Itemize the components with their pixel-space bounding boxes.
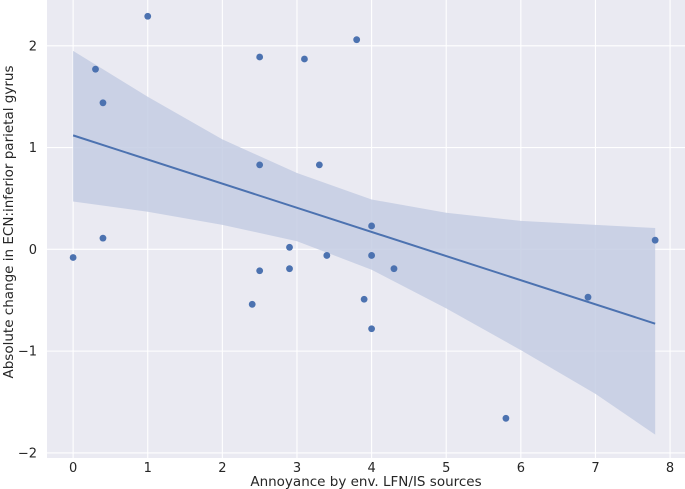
x-tick-label: 7 [591,461,599,476]
data-point [353,36,361,44]
y-tick-label: 1 [29,141,37,156]
y-axis-label: Absolute change in ECN:inferior parietal… [1,66,17,379]
x-tick-label: 4 [367,461,375,476]
data-point [368,222,375,230]
x-tick-label: 1 [144,461,152,476]
data-points [69,12,659,422]
x-tick-label: 0 [69,461,77,476]
regression-line-group [72,134,656,325]
data-point [360,295,368,303]
data-point [368,325,375,333]
data-point [144,12,152,20]
data-point [92,65,99,73]
x-tick-label: 6 [517,461,525,476]
regression-line [72,134,656,325]
x-tick-label: 5 [442,461,450,476]
x-tick-label: 8 [666,461,674,476]
data-point [99,234,107,242]
data-point [301,55,308,63]
data-point [256,161,264,169]
x-axis-label: Annoyance by env. LFN/IS sources [250,474,481,489]
data-point [315,161,323,169]
data-point [256,53,264,61]
data-point [651,236,659,244]
data-point [286,265,293,273]
y-tick-label: −2 [18,446,37,461]
confidence-band-group [73,50,656,435]
data-point [502,414,510,422]
y-tick-label: −1 [18,345,37,360]
data-point [248,300,256,308]
confidence-band [73,50,656,435]
x-tick-labels: 0 1 2 3 4 5 6 7 8 [69,461,674,476]
data-point [256,267,264,275]
x-tick-label: 3 [293,461,301,476]
data-point [69,254,77,261]
x-tick-label: 2 [218,461,226,476]
data-point [323,252,331,259]
data-point [584,293,592,301]
y-tick-labels: −2 −1 0 1 2 [18,39,37,461]
data-point [368,252,375,259]
y-tick-label: 0 [29,243,37,258]
y-tick-label: 2 [29,39,37,54]
data-point [286,243,293,251]
data-point [99,99,107,107]
data-point [390,265,398,273]
